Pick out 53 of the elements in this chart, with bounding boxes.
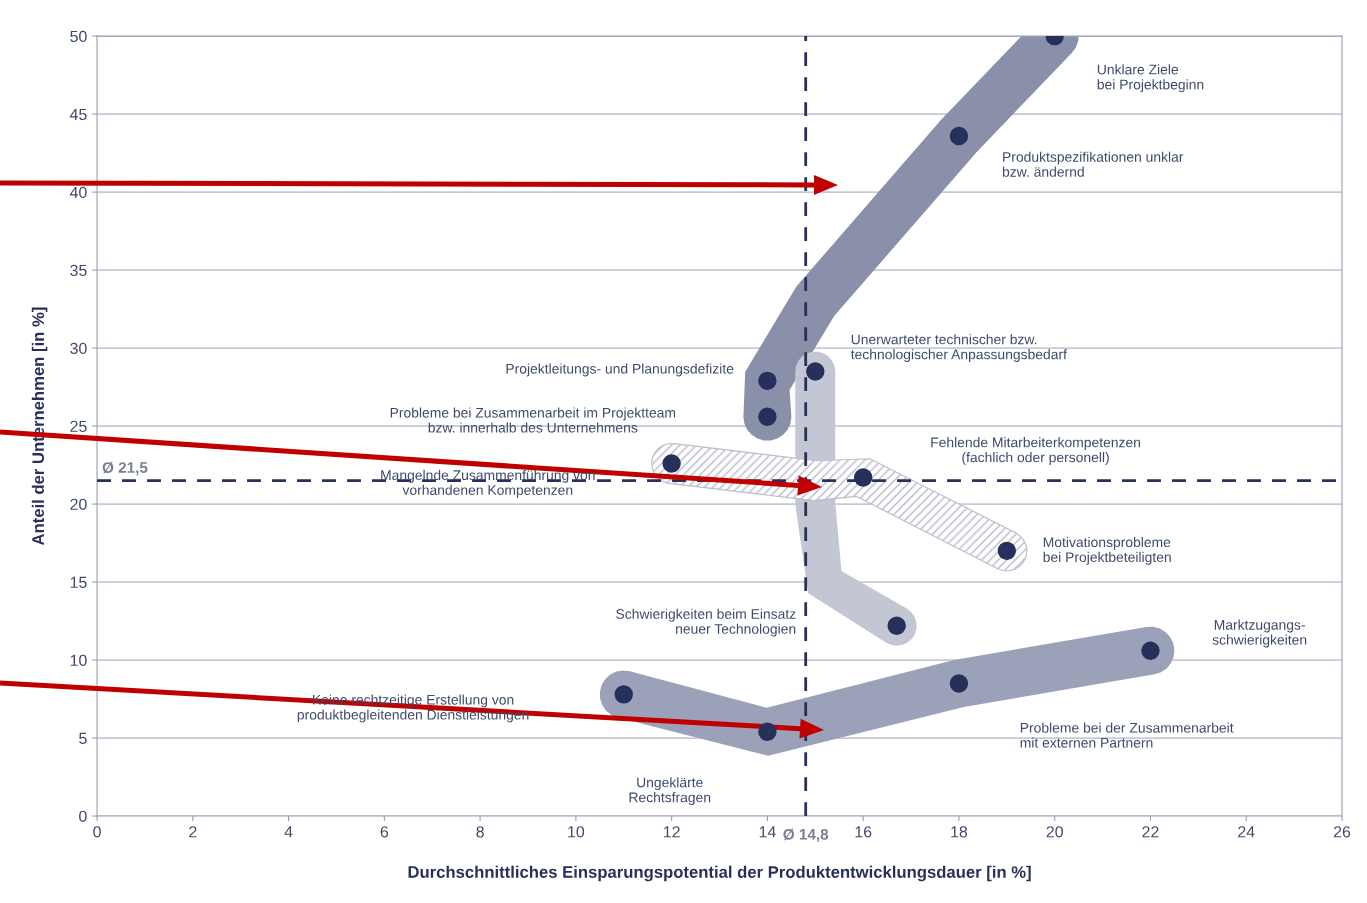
x-tick-label: 12 xyxy=(663,826,680,838)
x-axis-title: Durchschnittliches Einsparungspotential der Produktentwicklungsdauer [in %] xyxy=(408,865,1031,882)
x-tick-label: 24 xyxy=(1238,826,1255,838)
annotation: Mangelnde Zusammenführung von vorhandenen Kompetenzen xyxy=(381,469,595,498)
annotation: Produktspezifikationen unklar bzw. ändernd xyxy=(1002,151,1184,177)
y-tick-label: 30 xyxy=(70,342,87,355)
annotation: Ungeklärte Rechtsfragen xyxy=(629,777,711,806)
y-tick-label: 25 xyxy=(70,420,87,433)
x-tick-label: 4 xyxy=(284,826,293,838)
point xyxy=(614,685,633,704)
x-tick-label: 10 xyxy=(568,826,585,838)
x-tick-label: 2 xyxy=(189,826,197,838)
x-tick-label: 16 xyxy=(855,826,872,838)
y-tick-label: 0 xyxy=(79,810,87,822)
y-tick-label: 10 xyxy=(70,654,87,666)
x-tick-label: 20 xyxy=(1046,826,1063,838)
x-tick-label: 6 xyxy=(380,826,389,838)
x-tick-label: 0 xyxy=(93,826,101,838)
y-tick-label: 20 xyxy=(70,498,87,511)
x-tick-label: 8 xyxy=(476,826,484,838)
annotation: Schwierigkeiten beim Einsatz neuer Technologien xyxy=(616,608,796,637)
point xyxy=(758,407,777,426)
annotation: Fehlende Mitarbeiterkompetenzen (fachlich oder personell) xyxy=(931,437,1141,465)
y-tick-label: 50 xyxy=(70,30,87,43)
x-tick-label: 26 xyxy=(1333,826,1351,838)
y-tick-label: 40 xyxy=(69,186,87,199)
point xyxy=(949,126,969,146)
y-axis-title: Anteil der Unternehmen [in %] xyxy=(31,307,48,546)
point xyxy=(887,616,906,635)
y-tick-label: 45 xyxy=(69,108,87,121)
annotation: Unklare Ziele bei Projektbeginn xyxy=(1097,64,1204,93)
point xyxy=(758,722,777,742)
point xyxy=(806,362,825,381)
point xyxy=(758,371,777,391)
point xyxy=(662,454,681,473)
x-tick-label: 14 xyxy=(759,826,776,838)
y-tick-label: 15 xyxy=(70,576,87,589)
annotation: Probleme bei der Zusammenarbeit mit externen Partnern xyxy=(1020,722,1234,748)
point xyxy=(997,541,1017,561)
x-tick-label: 22 xyxy=(1142,826,1159,838)
annotation: Probleme bei Zusammenarbeit im Projektteam bzw. innerhalb des Unternehmens xyxy=(390,407,676,433)
annotation: Projektleitungs- und Planungsdefizite xyxy=(506,363,734,377)
annotation: Marktzugangs- schwierigkeiten xyxy=(1212,619,1307,648)
point xyxy=(853,468,873,487)
annotation: Motivationsprobleme bei Projektbeteiligten xyxy=(1043,536,1171,565)
point xyxy=(949,674,969,693)
x-tick-label: 18 xyxy=(951,826,968,838)
ref-line-label: Ø 21,5 xyxy=(102,461,148,476)
annotation: Unerwarteter technischer bzw. technologischer Anpassungsbedarf xyxy=(850,334,1067,363)
point xyxy=(1141,641,1160,660)
y-tick-label: 5 xyxy=(79,732,87,744)
ref-line-label: Ø 14,8 xyxy=(783,828,829,842)
y-tick-label: 35 xyxy=(70,264,87,277)
